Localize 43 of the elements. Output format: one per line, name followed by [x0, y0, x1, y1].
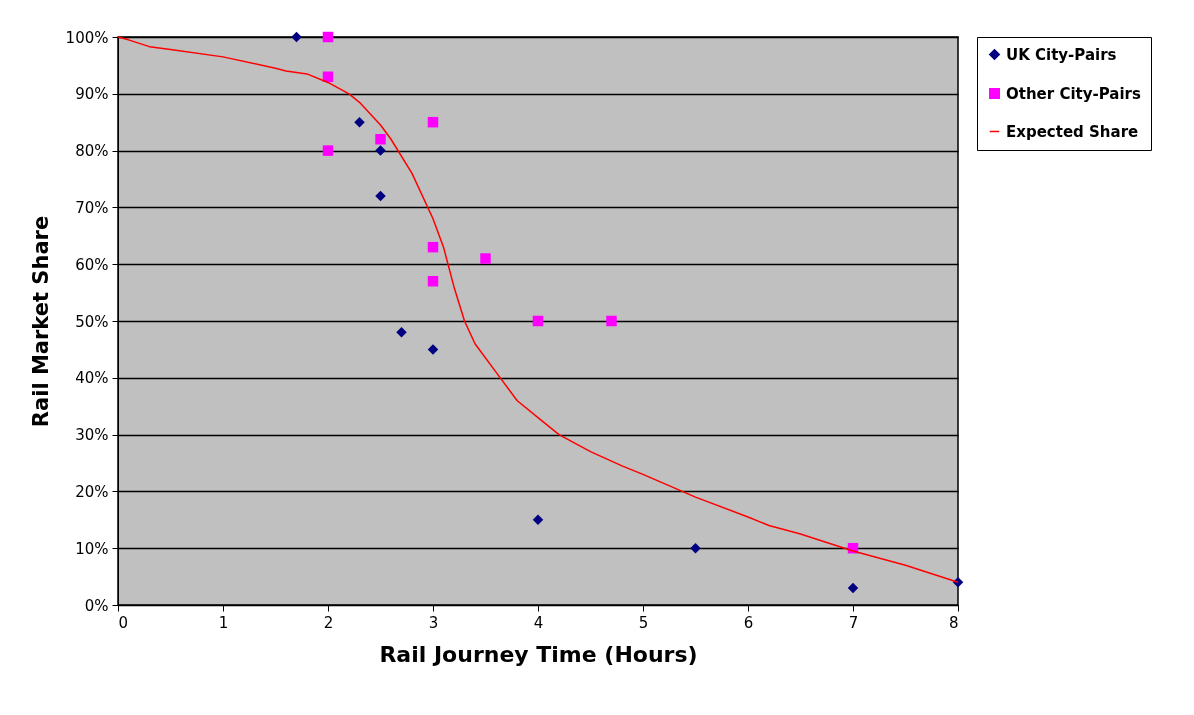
- x-tick-label: 2: [323, 613, 334, 632]
- y-tick-label: 20%: [75, 482, 109, 501]
- x-axis-title: Rail Journey Time (Hours): [379, 641, 698, 667]
- point: [396, 327, 407, 338]
- point: [322, 145, 334, 156]
- y-tick-label: 60%: [75, 255, 109, 274]
- y-tick-label: 70%: [75, 198, 109, 217]
- point: [354, 116, 365, 128]
- x-tick-label: 6: [743, 613, 754, 632]
- legend-label: Other City-Pairs: [1006, 84, 1141, 103]
- y-tick-label: 10%: [75, 539, 109, 558]
- point: [375, 145, 386, 156]
- point: [532, 315, 544, 327]
- y-tick-label: 40%: [75, 369, 109, 388]
- point: [690, 542, 701, 554]
- y-tick-label: 90%: [75, 85, 109, 104]
- legend-label: UK City-Pairs: [1006, 45, 1117, 64]
- point: [375, 134, 386, 145]
- y-tick-label: 0%: [84, 596, 109, 615]
- x-tick-label: 0: [118, 613, 129, 632]
- point: [322, 31, 334, 43]
- y-axis-title: Rail Market Share: [28, 215, 53, 428]
- x-tick-label: 1: [218, 613, 229, 632]
- point: [480, 253, 491, 264]
- y-tick-label: 50%: [75, 312, 109, 331]
- point: [532, 514, 544, 526]
- x-tick-label: 5: [638, 613, 649, 632]
- x-tick-label: 7: [848, 613, 859, 632]
- point: [427, 241, 439, 253]
- point: [847, 582, 859, 594]
- point: [427, 276, 439, 287]
- x-tick-label: 3: [428, 613, 439, 632]
- point: [291, 31, 302, 43]
- y-tick-label: 80%: [75, 142, 109, 161]
- point: [427, 344, 439, 355]
- x-tick-label: 8: [948, 613, 959, 632]
- y-tick-label: 100%: [65, 28, 109, 47]
- point: [427, 116, 439, 128]
- x-tick-label: 4: [533, 613, 544, 632]
- point: [375, 190, 386, 202]
- point: [606, 315, 617, 327]
- y-tick-label: 30%: [75, 426, 109, 445]
- legend-label: Expected Share: [1006, 122, 1139, 141]
